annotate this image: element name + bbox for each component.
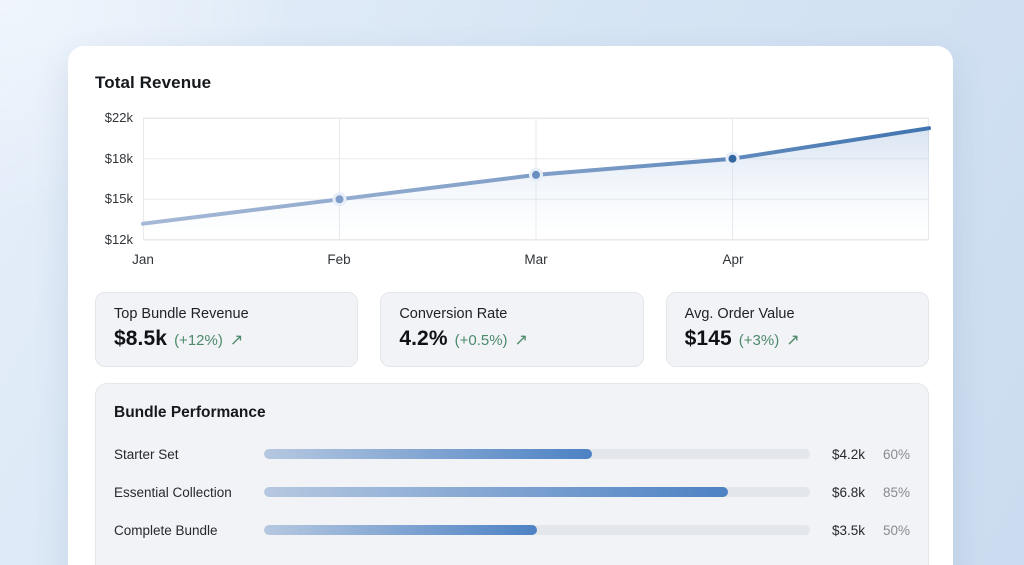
progress-bar-fill — [264, 487, 729, 497]
y-axis-tick: $15k — [104, 191, 133, 206]
progress-bar-track — [264, 525, 810, 535]
y-axis-tick: $12k — [104, 232, 133, 247]
y-axis-tick: $18k — [104, 151, 133, 166]
bundle-performance-panel: Bundle Performance Starter Set $4.2k 60%… — [95, 383, 929, 565]
stat-label: Avg. Order Value — [684, 306, 795, 322]
progress-bar-fill — [264, 525, 537, 535]
bundle-label: Complete Bundle — [114, 522, 218, 538]
revenue-plot-svg — [141, 117, 931, 241]
bundle-row-essential-collection: Essential Collection $6.8k 85% — [114, 477, 910, 507]
bundle-value: $3.5k — [831, 522, 865, 538]
stat-card-avg-order-value: Avg. Order Value $145 (+3%) ↗ — [665, 292, 929, 367]
bundle-percent: 60% — [882, 446, 910, 462]
bundle-rows: Starter Set $4.2k 60% Essential Collecti… — [114, 439, 910, 545]
bundle-label: Starter Set — [114, 446, 179, 462]
x-axis-tick: Feb — [327, 252, 351, 267]
trend-up-icon: ↗ — [786, 332, 800, 349]
y-axis-tick: $22k — [104, 110, 133, 125]
revenue-chart: $22k $18k $15k $12k Jan Feb Mar Apr — [95, 110, 931, 274]
stat-card-top-bundle-revenue: Top Bundle Revenue $8.5k (+12%) ↗ — [95, 292, 359, 367]
x-axis-tick: Jan — [132, 252, 154, 267]
stat-value: $145 — [684, 327, 732, 350]
bundle-percent: 85% — [882, 484, 910, 500]
progress-bar-track — [264, 487, 810, 497]
bundle-value: $6.8k — [831, 484, 865, 500]
stat-change: (+0.5%) — [454, 332, 508, 349]
stat-label: Top Bundle Revenue — [114, 306, 249, 322]
page-title: Total Revenue — [95, 73, 212, 92]
stat-cards-row: Top Bundle Revenue $8.5k (+12%) ↗ Conver… — [95, 292, 929, 367]
stat-change: (+3%) — [738, 332, 780, 349]
panel-title: Bundle Performance — [114, 404, 266, 421]
bundle-row-starter-set: Starter Set $4.2k 60% — [114, 439, 910, 469]
dashboard-card: Total Revenue $22k $18k $15k $12k Jan Fe… — [68, 46, 953, 565]
trend-up-icon: ↗ — [514, 332, 528, 349]
stat-card-conversion-rate: Conversion Rate 4.2% (+0.5%) ↗ — [380, 292, 644, 367]
trend-up-icon: ↗ — [229, 332, 244, 349]
x-axis-tick: Mar — [524, 252, 548, 267]
bundle-value: $4.2k — [831, 446, 865, 462]
progress-bar-track — [264, 449, 810, 459]
bundle-row-complete-bundle: Complete Bundle $3.5k 50% — [114, 515, 910, 545]
bundle-percent: 50% — [882, 522, 910, 538]
stat-value: 4.2% — [399, 327, 448, 350]
stat-change: (+12%) — [174, 332, 223, 349]
stat-label: Conversion Rate — [399, 306, 508, 322]
bundle-label: Essential Collection — [114, 484, 232, 500]
x-axis-tick: Apr — [722, 252, 744, 267]
stat-value: $8.5k — [114, 327, 168, 350]
progress-bar-fill — [264, 449, 592, 459]
